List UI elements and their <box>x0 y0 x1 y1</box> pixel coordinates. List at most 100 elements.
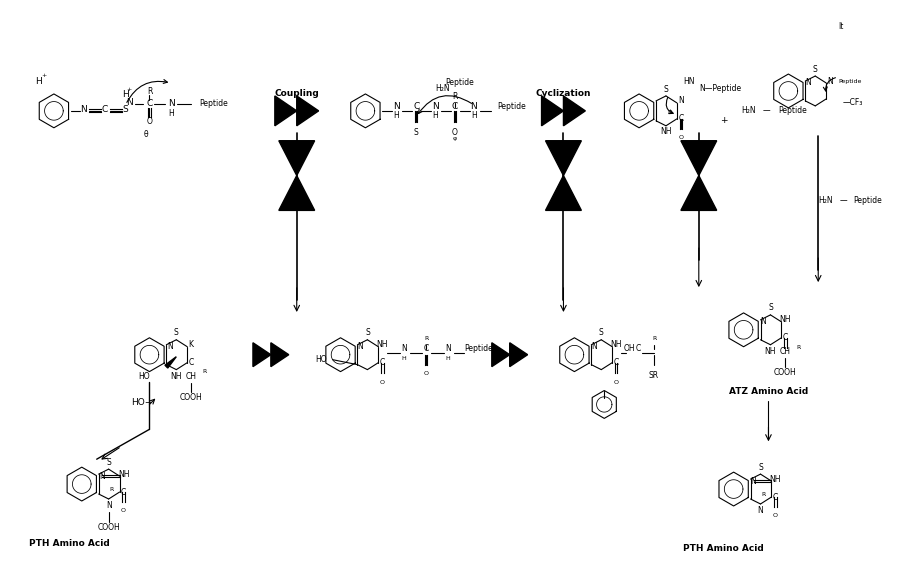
Text: NH: NH <box>610 340 622 349</box>
Polygon shape <box>279 141 315 175</box>
Polygon shape <box>274 96 297 126</box>
Text: COOH: COOH <box>774 368 796 377</box>
Text: —CF₃: —CF₃ <box>843 98 863 107</box>
Text: C: C <box>121 487 126 497</box>
Text: R: R <box>668 110 672 116</box>
Text: NH: NH <box>118 469 130 479</box>
Text: NH: NH <box>171 372 182 381</box>
Text: N: N <box>751 476 756 486</box>
Text: N: N <box>357 342 364 352</box>
Text: COOH: COOH <box>97 523 120 532</box>
Text: C: C <box>424 344 428 353</box>
Text: It: It <box>838 21 843 31</box>
Text: Peptide: Peptide <box>838 78 861 84</box>
Text: C: C <box>189 358 194 367</box>
Text: HO: HO <box>139 372 150 381</box>
Text: S: S <box>106 458 111 467</box>
Text: Peptide: Peptide <box>853 196 882 205</box>
Text: C: C <box>147 99 153 109</box>
Text: R: R <box>110 486 113 492</box>
Text: S: S <box>758 462 763 472</box>
Text: S: S <box>813 64 817 74</box>
Text: H₂N: H₂N <box>818 196 832 205</box>
Text: Coupling: Coupling <box>274 89 320 98</box>
Text: —: — <box>762 106 770 116</box>
Text: NH: NH <box>765 347 776 356</box>
Text: N: N <box>167 342 173 352</box>
Text: NH: NH <box>779 315 791 324</box>
Text: R: R <box>761 492 766 497</box>
Text: PTH Amino Acid: PTH Amino Acid <box>30 539 110 548</box>
Text: HO: HO <box>315 355 327 364</box>
Text: H: H <box>446 356 450 361</box>
Text: —: — <box>840 196 847 205</box>
Text: Peptide: Peptide <box>778 106 807 116</box>
Text: N: N <box>827 77 833 85</box>
Text: OH: OH <box>624 344 635 353</box>
Text: O: O <box>773 513 778 518</box>
Text: N: N <box>678 96 684 105</box>
Text: COOH: COOH <box>180 393 202 402</box>
Text: CH: CH <box>780 347 791 356</box>
Text: C: C <box>679 114 683 123</box>
Text: N: N <box>99 472 104 480</box>
Polygon shape <box>253 343 271 367</box>
Text: PTH Amino Acid: PTH Amino Acid <box>683 544 764 553</box>
Text: N: N <box>393 102 400 112</box>
Text: R: R <box>147 88 152 96</box>
Text: H: H <box>168 109 175 119</box>
Text: S: S <box>663 85 669 95</box>
Polygon shape <box>542 96 563 126</box>
Text: N: N <box>758 507 763 515</box>
Text: S: S <box>122 105 129 114</box>
Text: HO−: HO− <box>131 398 153 407</box>
Text: R: R <box>453 92 458 102</box>
Text: N: N <box>760 317 767 327</box>
Polygon shape <box>297 96 319 126</box>
Text: N: N <box>106 501 112 511</box>
Polygon shape <box>681 141 716 175</box>
Text: N: N <box>446 344 451 353</box>
Polygon shape <box>563 96 585 126</box>
Text: S: S <box>174 328 179 338</box>
Text: H: H <box>36 77 42 85</box>
Text: CH: CH <box>185 372 197 381</box>
Text: N: N <box>80 105 87 114</box>
Text: H: H <box>393 112 399 120</box>
Text: S: S <box>598 328 604 338</box>
Text: N: N <box>432 102 438 112</box>
Text: ATZ Amino Acid: ATZ Amino Acid <box>729 387 808 396</box>
Text: N: N <box>591 342 598 352</box>
Polygon shape <box>509 343 527 367</box>
Text: N: N <box>168 99 175 109</box>
Text: C: C <box>380 358 385 367</box>
Polygon shape <box>165 357 176 368</box>
Text: C: C <box>614 358 619 367</box>
Polygon shape <box>271 343 289 367</box>
Text: O: O <box>424 371 428 375</box>
Polygon shape <box>491 343 509 367</box>
Text: S: S <box>365 328 370 338</box>
Text: +: + <box>41 73 47 77</box>
Text: C: C <box>452 102 458 112</box>
Text: R: R <box>424 336 428 341</box>
Polygon shape <box>681 175 716 210</box>
Text: φ: φ <box>453 136 457 141</box>
Text: O: O <box>380 379 385 385</box>
Text: K: K <box>189 340 194 349</box>
Text: C: C <box>102 105 108 114</box>
Polygon shape <box>545 141 581 175</box>
Text: NH: NH <box>661 127 671 137</box>
Text: R: R <box>796 345 800 350</box>
Text: O: O <box>614 379 618 385</box>
Text: +: + <box>126 88 131 92</box>
Text: C: C <box>635 344 641 353</box>
Polygon shape <box>279 175 315 210</box>
Text: +: + <box>720 116 727 125</box>
Text: N: N <box>401 344 407 353</box>
Text: N: N <box>126 98 133 107</box>
Text: O: O <box>122 508 126 513</box>
Text: Peptide: Peptide <box>497 102 526 112</box>
Text: C: C <box>413 102 419 112</box>
Text: S: S <box>414 128 418 137</box>
